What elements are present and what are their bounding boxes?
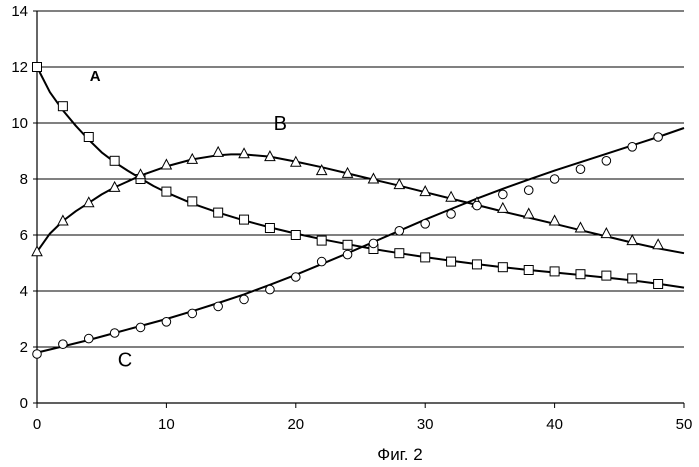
marker-A-16 [447,257,456,266]
marker-A-5 [162,187,171,196]
marker-A-17 [472,260,481,269]
marker-C-22 [602,157,611,166]
x-tick-label-10: 10 [158,416,175,433]
marker-C-9 [266,285,275,294]
marker-C-12 [343,250,352,259]
y-tick-label-4: 4 [20,283,28,300]
marker-B-19 [524,209,534,219]
marker-A-24 [654,280,663,289]
marker-B-16 [446,192,456,202]
marker-A-20 [550,267,559,276]
data-markers [32,63,663,359]
marker-A-2 [84,133,93,142]
y-tick-label-12: 12 [11,59,28,76]
x-tick-label-20: 20 [287,416,304,433]
marker-C-16 [447,210,456,219]
series-label-B: B [274,113,287,135]
marker-B-18 [498,203,508,213]
marker-C-2 [84,334,93,343]
curve-C [37,128,684,353]
curve-B [37,154,684,253]
marker-B-23 [627,235,637,245]
marker-B-20 [550,216,560,226]
x-tick-label-0: 0 [33,416,41,433]
y-tick-label-2: 2 [20,339,28,356]
marker-C-4 [136,323,145,332]
marker-C-17 [473,201,482,210]
marker-B-7 [213,147,223,157]
marker-C-8 [240,295,249,304]
figure-caption: Фиг. 2 [377,445,422,464]
x-tick-label-50: 50 [676,416,693,433]
marker-A-7 [214,208,223,217]
marker-B-21 [575,223,585,233]
marker-C-19 [524,186,533,195]
marker-A-10 [291,231,300,240]
marker-C-20 [550,175,559,184]
marker-B-22 [601,228,611,238]
marker-C-14 [395,227,404,236]
marker-C-24 [654,133,663,142]
y-tick-label-10: 10 [11,115,28,132]
marker-A-22 [602,271,611,280]
marker-A-3 [110,156,119,165]
marker-A-19 [524,266,533,275]
x-tick-label-30: 30 [417,416,434,433]
series-label-C: C [118,350,132,372]
marker-C-1 [59,340,68,349]
marker-B-8 [239,148,249,158]
y-tick-label-8: 8 [20,171,28,188]
marker-A-8 [240,215,249,224]
y-tick-label-0: 0 [20,395,28,412]
marker-A-0 [33,63,42,72]
marker-C-5 [162,318,171,327]
marker-B-5 [161,160,171,170]
marker-C-21 [576,165,585,174]
marker-C-3 [110,329,119,338]
fitted-curves [37,67,684,353]
series-label-A: A [90,68,101,85]
marker-A-9 [265,224,274,233]
marker-C-15 [421,220,430,229]
marker-A-11 [317,236,326,245]
marker-C-10 [292,273,301,282]
marker-B-24 [653,239,663,249]
axes [33,11,684,408]
marker-A-18 [498,263,507,272]
marker-B-1 [58,216,68,226]
marker-A-12 [343,240,352,249]
marker-B-14 [394,179,404,189]
y-tick-label-6: 6 [20,227,28,244]
marker-C-18 [499,190,508,199]
marker-C-7 [214,302,223,311]
x-tick-label-40: 40 [546,416,563,433]
marker-B-2 [84,197,94,207]
marker-A-6 [188,197,197,206]
marker-A-23 [628,274,637,283]
marker-C-13 [369,239,378,248]
marker-C-0 [33,350,42,359]
marker-A-21 [576,270,585,279]
marker-C-11 [317,257,326,266]
marker-A-15 [421,253,430,262]
y-tick-label-14: 14 [11,3,28,20]
series-labels: A B C [90,68,287,372]
marker-A-14 [395,249,404,258]
marker-C-6 [188,309,197,318]
marker-A-1 [58,102,67,111]
marker-C-23 [628,143,637,152]
